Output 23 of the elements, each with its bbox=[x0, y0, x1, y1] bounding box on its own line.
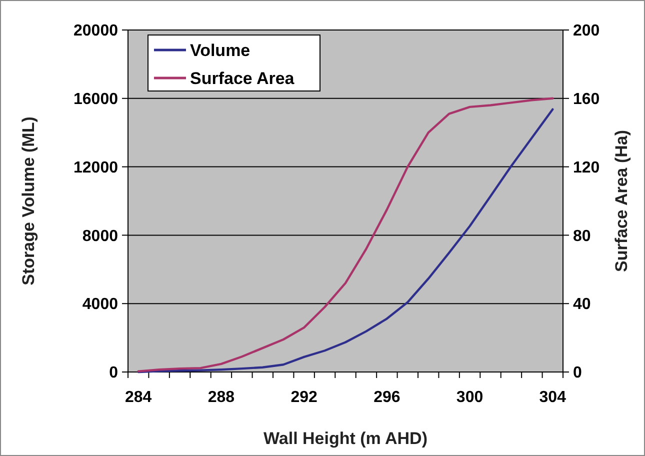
y-tick-label: 0 bbox=[109, 364, 118, 382]
legend-label: Surface Area bbox=[190, 68, 295, 88]
y2-tick-label: 0 bbox=[573, 364, 582, 382]
y2-tick-label: 160 bbox=[573, 91, 600, 108]
y2-tick-label: 40 bbox=[573, 296, 591, 314]
y2-axis-title: Surface Area (Ha) bbox=[612, 130, 631, 272]
y-tick-label: 12000 bbox=[74, 159, 118, 176]
x-tick-label: 296 bbox=[374, 389, 400, 406]
y-tick-label: 16000 bbox=[74, 91, 118, 108]
y2-tick-label: 80 bbox=[573, 228, 591, 245]
legend-label: Volume bbox=[190, 40, 250, 60]
y-tick-label: 20000 bbox=[74, 22, 118, 40]
x-tick-label: 284 bbox=[125, 389, 152, 406]
x-tick-label: 292 bbox=[290, 389, 318, 406]
y-axis-title: Storage Volume (ML) bbox=[19, 116, 38, 286]
x-tick-label: 304 bbox=[539, 389, 566, 406]
y2-tick-label: 200 bbox=[573, 22, 600, 40]
x-axis-title: Wall Height (m AHD) bbox=[263, 429, 428, 448]
x-tick-label: 300 bbox=[456, 389, 484, 406]
y-tick-label: 8000 bbox=[82, 228, 118, 245]
x-tick-label: 288 bbox=[208, 389, 235, 406]
y-tick-label: 4000 bbox=[82, 296, 118, 314]
y2-tick-label: 120 bbox=[573, 159, 600, 176]
